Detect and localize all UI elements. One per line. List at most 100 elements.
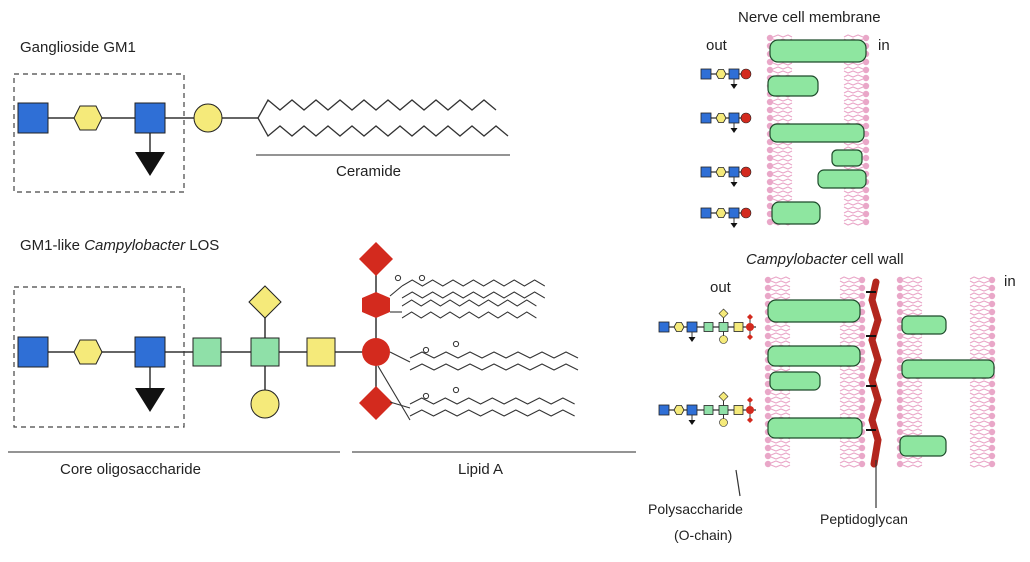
lipid-molecule: [843, 210, 870, 218]
lipid-molecule: [839, 276, 866, 284]
lipid-a-hexagon: [362, 292, 390, 318]
lipid-molecule: [969, 324, 996, 332]
lipid-molecule: [969, 404, 996, 412]
ceramide-label: Ceramide: [336, 163, 401, 180]
lipid-molecule: [764, 444, 791, 452]
nerve-out-label: out: [706, 37, 728, 54]
lipid-molecule: [766, 170, 793, 178]
lipid-molecule: [766, 98, 793, 106]
lipid-molecule: [843, 194, 870, 202]
lipid-molecule: [896, 284, 923, 292]
lipid-molecule: [764, 292, 791, 300]
galactose-hexagon: [73, 339, 103, 365]
lipid-molecule: [969, 332, 996, 340]
lipid-molecule: [969, 420, 996, 428]
heptose-square: [250, 337, 280, 367]
lipid-molecule: [766, 154, 793, 162]
lipid-molecule: [839, 372, 866, 380]
membrane-protein: [769, 123, 865, 143]
lipid-a-circle: [362, 338, 390, 366]
wall-in-label: in: [1004, 273, 1016, 290]
ceramide-chain-lower: [257, 117, 509, 138]
gm1-glycan-icons: [700, 68, 752, 229]
lipid-molecule: [839, 452, 866, 460]
lipid-molecule: [896, 412, 923, 420]
glucose-square: [306, 337, 336, 367]
lipid-molecule: [766, 146, 793, 154]
lipid-molecule: [896, 308, 923, 316]
membrane-protein: [771, 201, 821, 225]
lipid-molecule: [969, 292, 996, 300]
lipid-molecule: [839, 324, 866, 332]
lipid-molecule: [839, 332, 866, 340]
lipid-molecule: [896, 300, 923, 308]
lipid-molecule: [843, 82, 870, 90]
peptidoglycan-label: Peptidoglycan: [820, 511, 908, 527]
cell-wall-title: Campylobacter cell wall: [746, 251, 904, 268]
lipid-a-label: Lipid A: [458, 461, 503, 478]
lipid-molecule: [969, 444, 996, 452]
lipid-molecule: [969, 308, 996, 316]
lipid-a-acyl-chains: [377, 274, 579, 421]
gm1-epitope-box: [13, 73, 185, 193]
membrane-protein: [769, 39, 867, 63]
lipid-molecule: [969, 396, 996, 404]
neuac-triangle: [135, 388, 165, 412]
kdo-diamond: [359, 242, 393, 276]
lipid-molecule: [764, 284, 791, 292]
nerve-in-label: in: [878, 37, 890, 54]
wall-out-label: out: [710, 279, 732, 296]
lipid-molecule: [766, 114, 793, 122]
galactose-hexagon: [73, 105, 103, 131]
kdo-diamond: [359, 386, 393, 420]
lipid-molecule: [764, 324, 791, 332]
membrane-protein: [831, 149, 863, 167]
los-glycan-icons: [658, 308, 757, 428]
lipid-molecule: [969, 428, 996, 436]
lipid-molecule: [764, 452, 791, 460]
lipid-molecule: [839, 444, 866, 452]
lipid-molecule: [843, 106, 870, 114]
nerve-cell-membrane-panel: Nerve cell membrane out in: [700, 9, 890, 229]
lipid-molecule: [764, 276, 791, 284]
lipid-molecule: [839, 396, 866, 404]
lipid-molecule: [969, 340, 996, 348]
lipid-molecule: [843, 114, 870, 122]
campylobacter-los-structure: GM1-like Campylobacter LOS: [8, 237, 636, 478]
membrane-protein: [901, 359, 995, 379]
lipid-molecule: [969, 452, 996, 460]
lipid-molecule: [969, 380, 996, 388]
lipid-molecule: [969, 300, 996, 308]
lipid-molecule: [969, 276, 996, 284]
lipid-molecule: [896, 380, 923, 388]
lipid-molecule: [896, 276, 923, 284]
membrane-protein: [767, 345, 861, 367]
lipid-molecule: [969, 348, 996, 356]
o-chain-label: (O-chain): [674, 527, 732, 543]
lipid-molecule: [896, 428, 923, 436]
lipid-molecule: [766, 186, 793, 194]
core-oligosaccharide-label: Core oligosaccharide: [60, 461, 201, 478]
lipid-molecule: [969, 460, 996, 468]
galnac-square: [134, 336, 166, 368]
lipid-molecule: [969, 316, 996, 324]
lipid-molecule: [896, 404, 923, 412]
lipid-molecule: [843, 98, 870, 106]
neuac-triangle: [135, 152, 165, 176]
lipid-molecule: [766, 178, 793, 186]
lipid-molecule: [896, 420, 923, 428]
glucose-circle: [193, 103, 223, 133]
lipid-molecule: [839, 404, 866, 412]
galnac-square: [134, 102, 166, 134]
lipid-molecule: [764, 396, 791, 404]
lipid-molecule: [764, 404, 791, 412]
membrane-protein: [769, 371, 821, 391]
lipid-molecule: [896, 292, 923, 300]
lipid-molecule: [896, 348, 923, 356]
membrane-protein: [899, 435, 947, 457]
los-title: GM1-like Campylobacter LOS: [20, 237, 219, 254]
lipid-molecule: [843, 218, 870, 226]
glcnac-square: [17, 336, 49, 368]
membrane-protein: [767, 299, 861, 323]
